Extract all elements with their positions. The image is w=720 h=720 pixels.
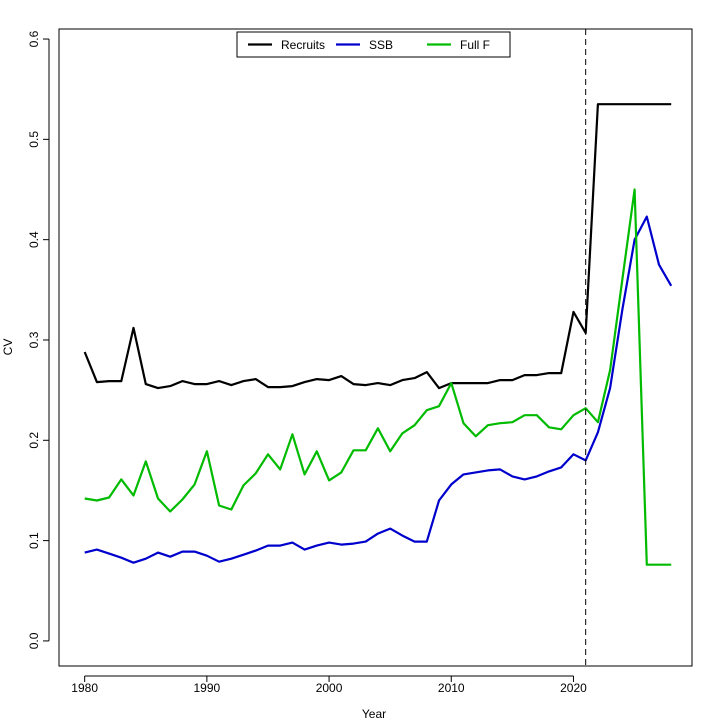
y-tick-label: 0.4 <box>27 231 41 248</box>
x-tick-label: 1980 <box>71 681 98 695</box>
legend-label: Full F <box>460 38 490 52</box>
legend-label: SSB <box>369 38 393 52</box>
x-axis: 1980 1990 2000 2010 2020 <box>71 675 587 695</box>
series-line-full-f <box>84 188 672 566</box>
legend-box <box>236 31 511 58</box>
y-tick-label: 0.5 <box>27 131 41 148</box>
x-tick-label: 2000 <box>316 681 343 695</box>
y-tick-label: 0.3 <box>27 331 41 348</box>
legend-label: Recruits <box>281 38 325 52</box>
y-axis-title: CV <box>1 339 15 356</box>
legend: Recruits SSB Full F <box>236 31 511 58</box>
series-layer <box>83 103 673 566</box>
x-tick-label: 2020 <box>560 681 587 695</box>
plot-frame <box>58 28 693 667</box>
x-axis-title: Year <box>362 707 386 720</box>
series-line-recruits <box>83 103 672 390</box>
y-tick-label: 0.6 <box>27 30 41 47</box>
y-axis: 0.0 0.1 0.2 0.3 0.4 0.5 0.6 <box>27 30 50 649</box>
y-tick-label: 0.0 <box>27 632 41 649</box>
y-tick-label: 0.1 <box>27 532 41 549</box>
x-tick-label: 1990 <box>194 681 221 695</box>
series-line-ssb <box>84 215 673 564</box>
y-tick-label: 0.2 <box>27 432 41 449</box>
x-tick-label: 2010 <box>438 681 465 695</box>
